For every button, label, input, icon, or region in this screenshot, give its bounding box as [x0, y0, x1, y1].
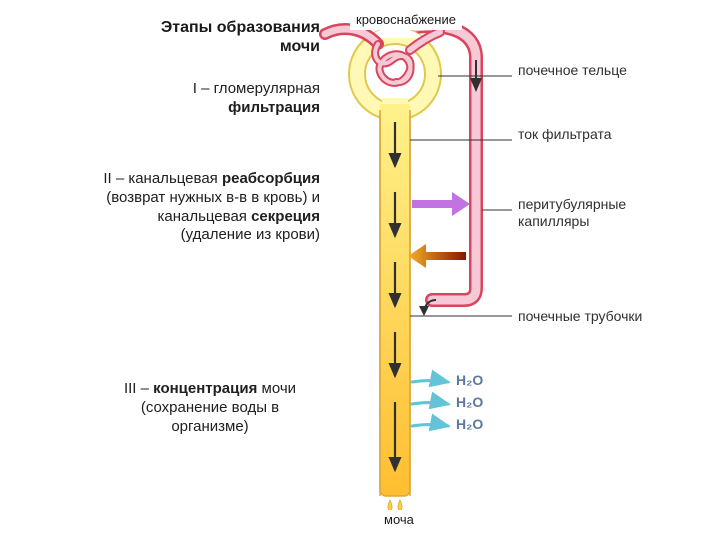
callout-renal-corpuscle: почечное тельце — [518, 62, 638, 79]
secretion-arrow — [408, 244, 466, 268]
title-line-1: Этапы образования — [161, 19, 320, 36]
label-urine: моча — [378, 510, 420, 530]
stage-2: II – канальцевая реабсорбция (возврат ну… — [100, 170, 320, 245]
label-blood-supply: кровоснабжение — [350, 10, 462, 30]
pointer-lines — [410, 76, 512, 316]
stage-1: I – гломерулярная фильтрация — [100, 80, 320, 118]
callout-filtrate-flow: ток фильтрата — [518, 126, 638, 143]
reabsorption-arrow — [412, 192, 470, 216]
stage-1-bold: фильтрация — [228, 99, 320, 116]
diagram-title: Этапы образования мочи — [120, 18, 320, 56]
stage-1-prefix: I – гломерулярная — [193, 80, 320, 97]
h2o-label-3: H₂O — [456, 416, 483, 432]
h2o-label-1: H₂O — [456, 372, 483, 388]
stage-2-suffix: (удаление из крови) — [181, 226, 320, 243]
stage-3-bold: концентрация — [153, 380, 257, 397]
stage-3: III – концентрация мочи (сохранение воды… — [110, 380, 310, 436]
stage-2-prefix: II – канальцевая — [103, 170, 222, 187]
callout-peritubular-capillaries: перитубулярные капилляры — [518, 196, 668, 230]
stage-2-bold-1: реабсорбция — [222, 170, 320, 187]
stage-2-bold-2: секреция — [251, 208, 320, 225]
stage-3-prefix: III – — [124, 380, 153, 397]
h2o-label-2: H₂O — [456, 394, 483, 410]
h2o-arrows — [412, 381, 448, 427]
callout-renal-tubules: почечные трубочки — [518, 308, 688, 325]
title-line-2: мочи — [280, 38, 320, 55]
